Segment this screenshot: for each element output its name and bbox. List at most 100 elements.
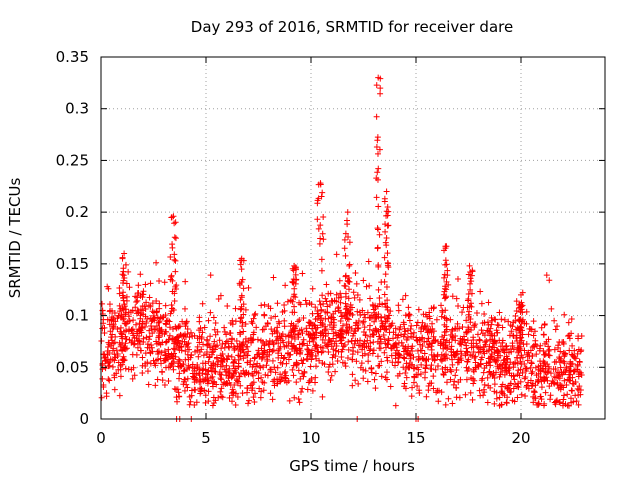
data-point	[188, 387, 195, 394]
data-point	[320, 300, 327, 307]
data-point	[219, 340, 226, 347]
x-tick-label: 10	[301, 429, 320, 447]
data-point	[169, 288, 176, 295]
data-point	[121, 275, 128, 282]
data-point	[116, 284, 123, 291]
data-point	[349, 344, 356, 351]
data-point	[240, 311, 247, 318]
data-point	[337, 318, 344, 325]
data-point	[373, 328, 380, 335]
data-point	[377, 345, 384, 352]
data-point	[527, 377, 534, 384]
data-point	[417, 347, 424, 354]
data-point	[424, 344, 431, 351]
data-point	[510, 385, 517, 392]
data-point	[563, 364, 570, 371]
data-point	[205, 317, 212, 324]
data-point	[411, 365, 418, 372]
data-point	[390, 329, 397, 336]
data-point	[486, 328, 493, 335]
data-point	[545, 336, 552, 343]
data-point	[549, 378, 556, 385]
data-point	[513, 332, 520, 339]
data-point	[145, 381, 152, 388]
data-point	[574, 350, 581, 357]
data-point	[402, 328, 409, 335]
data-point	[165, 346, 172, 353]
data-point	[343, 303, 350, 310]
data-point	[428, 329, 435, 336]
data-point	[144, 341, 151, 348]
data-point	[395, 359, 402, 366]
data-point	[454, 276, 461, 283]
data-point	[255, 375, 262, 382]
data-point	[470, 348, 477, 355]
data-point	[125, 309, 132, 316]
data-point	[199, 360, 206, 367]
data-point	[172, 336, 179, 343]
data-point	[122, 333, 129, 340]
data-point	[336, 277, 343, 284]
data-point	[207, 333, 214, 340]
data-point	[142, 350, 149, 357]
data-point	[192, 348, 199, 355]
data-point	[547, 392, 554, 399]
data-point	[361, 340, 368, 347]
data-point	[496, 373, 503, 380]
data-point	[329, 326, 336, 333]
data-point	[433, 316, 440, 323]
data-point	[305, 379, 312, 386]
data-point	[442, 328, 449, 335]
data-point	[168, 214, 175, 221]
data-point	[426, 341, 433, 348]
data-point	[126, 284, 133, 291]
data-point	[440, 336, 447, 343]
data-point	[355, 324, 362, 331]
data-point	[461, 333, 468, 340]
data-point	[293, 379, 300, 386]
data-point	[135, 282, 142, 289]
data-point	[556, 354, 563, 361]
data-point	[314, 200, 321, 207]
data-point	[188, 329, 195, 336]
data-point	[324, 343, 331, 350]
data-point	[329, 361, 336, 368]
data-point	[498, 389, 505, 396]
data-point	[490, 369, 497, 376]
data-point	[228, 353, 235, 360]
data-point	[341, 360, 348, 367]
data-point	[566, 367, 573, 374]
data-point	[376, 340, 383, 347]
data-point	[167, 253, 174, 260]
data-point	[477, 288, 484, 295]
data-point	[318, 306, 325, 313]
data-point	[174, 398, 181, 405]
data-point	[175, 356, 182, 363]
data-point	[411, 374, 418, 381]
data-point	[225, 343, 232, 350]
data-point	[523, 384, 530, 391]
data-point	[522, 392, 529, 399]
data-point	[270, 347, 277, 354]
data-point	[564, 402, 571, 409]
data-point	[217, 363, 224, 370]
data-point	[368, 369, 375, 376]
data-point	[420, 311, 427, 318]
data-point	[217, 375, 224, 382]
data-point	[343, 321, 350, 328]
data-point	[290, 372, 297, 379]
data-point	[382, 344, 389, 351]
data-point	[331, 297, 338, 304]
data-point	[374, 244, 381, 251]
data-point	[143, 334, 150, 341]
y-tick-label: 0.05	[56, 358, 89, 376]
data-point	[523, 320, 530, 327]
data-point	[551, 317, 558, 324]
data-point	[577, 369, 584, 376]
data-point	[165, 364, 172, 371]
data-point	[415, 357, 422, 364]
data-point	[121, 320, 128, 327]
data-point	[202, 392, 209, 399]
data-point	[496, 394, 503, 401]
data-point	[266, 337, 273, 344]
